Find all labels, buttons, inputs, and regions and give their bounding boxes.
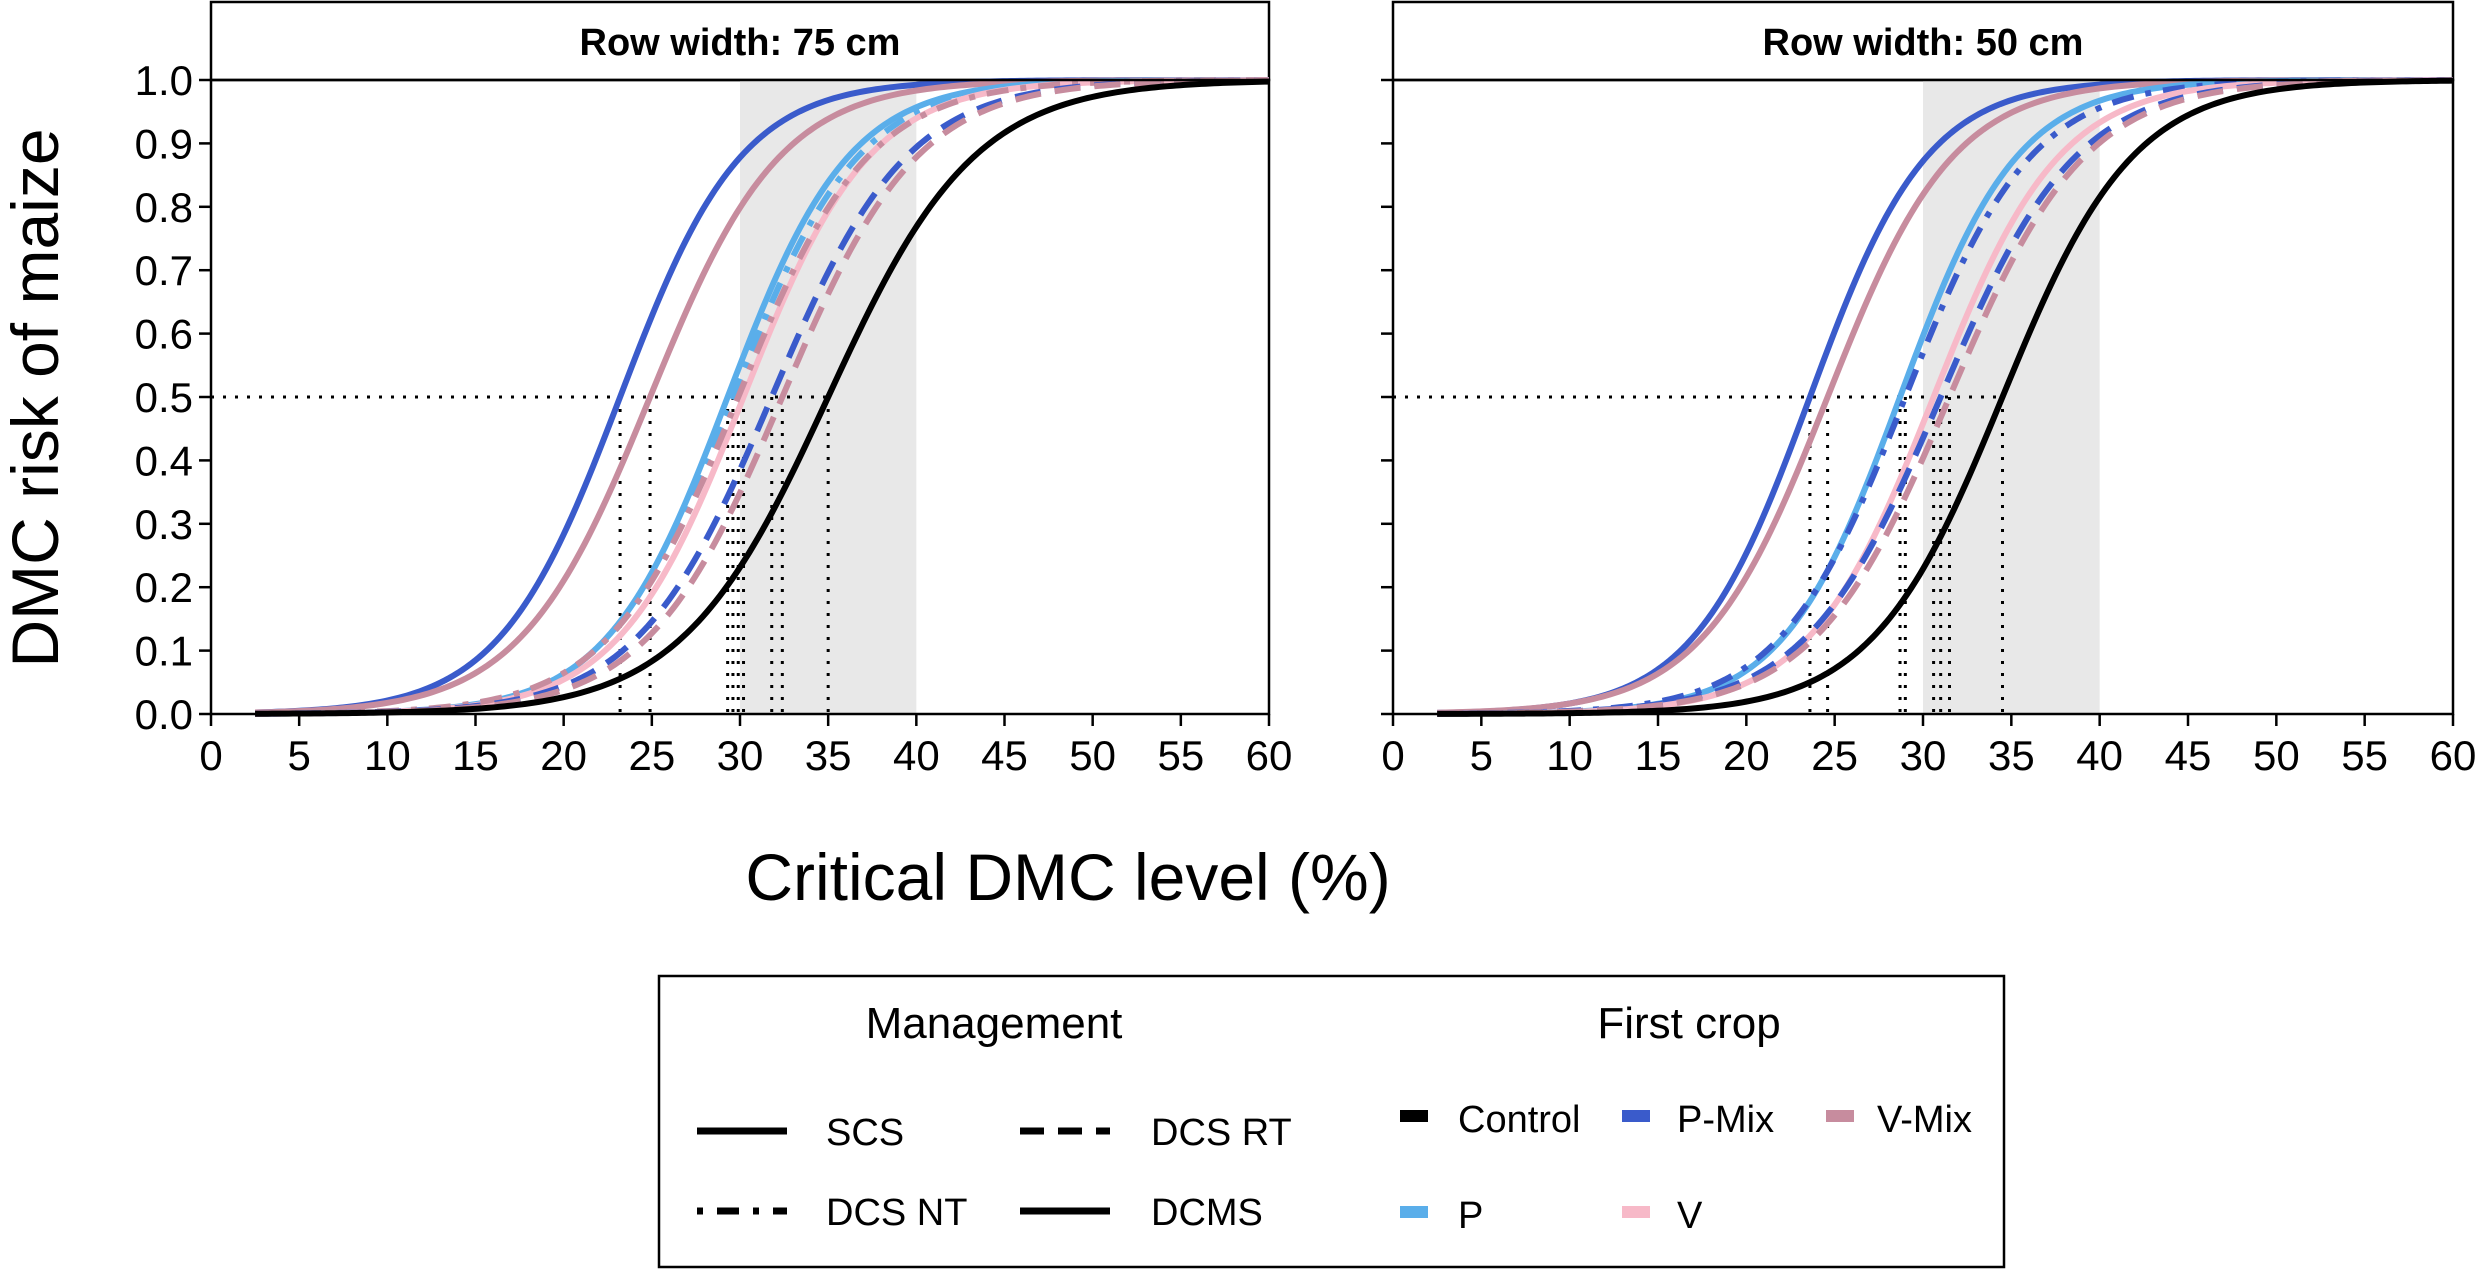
series-line-control-scs (255, 78, 1270, 717)
x-tick-label: 25 (1811, 732, 1858, 779)
legend-label-v: V (1677, 1195, 1703, 1237)
legend-label-dcms: DCMS (1151, 1192, 1263, 1234)
x-tick-label: 45 (2165, 732, 2212, 779)
x-tick-label: 0 (199, 732, 222, 779)
y-tick-label: 0.1 (135, 628, 193, 675)
x-tick-label: 50 (1069, 732, 1116, 779)
series-line-control-scs (1437, 77, 2454, 717)
y-tick-label: 0.2 (135, 564, 193, 611)
legend-label-v-mix: V-Mix (1877, 1099, 1972, 1141)
legend-label-dcs-rt: DCS RT (1151, 1112, 1292, 1154)
legend-key-p-mix (1622, 1110, 1650, 1122)
legend-key-v (1622, 1206, 1650, 1218)
legend-management-title: Management (866, 999, 1123, 1048)
x-tick-label: 15 (1635, 732, 1682, 779)
x-axis-title: Critical DMC level (%) (745, 840, 1390, 914)
x-tick-label: 30 (1900, 732, 1947, 779)
x-tick-label: 60 (2430, 732, 2477, 779)
x-tick-label: 10 (1546, 732, 1593, 779)
y-tick-label: 1.0 (135, 57, 193, 104)
legend-label-control: Control (1458, 1099, 1581, 1141)
x-tick-label: 15 (452, 732, 499, 779)
plot-area: 0 5 10 15 20 25 30 35 40 45 50 55 60 0.0 0.1 0.2 0.3 0.4 0… (135, 57, 1293, 779)
x-tick-label: 50 (2253, 732, 2300, 779)
x-tick-label: 20 (1723, 732, 1770, 779)
x-tick-label: 45 (981, 732, 1028, 779)
y-tick-label: 0.4 (135, 437, 193, 484)
legend-label-dcs-nt: DCS NT (826, 1192, 967, 1234)
x-tick-label: 25 (628, 732, 675, 779)
x-tick-label: 55 (2341, 732, 2388, 779)
y-tick-label: 0.8 (135, 184, 193, 231)
y-axis-title: DMC risk of maize (0, 128, 72, 667)
panel-title: Row width: 50 cm (1763, 22, 2084, 64)
legend-label-p: P (1458, 1195, 1483, 1237)
legend-key-control (1400, 1110, 1428, 1122)
y-tick-label: 0.0 (135, 691, 193, 738)
y-tick-label: 0.7 (135, 247, 193, 294)
critical-range-band (1923, 80, 2100, 714)
legend-key-v-mix (1826, 1110, 1854, 1122)
x-tick-label: 35 (1988, 732, 2035, 779)
x-tick-label: 20 (540, 732, 587, 779)
y-tick-label: 0.9 (135, 120, 193, 167)
x-tick-label: 55 (1157, 732, 1204, 779)
x-tick-label: 60 (1246, 732, 1293, 779)
panel-strip (1391, 0, 2455, 82)
x-tick-label: 40 (893, 732, 940, 779)
legend: Management First crop SCS DCS RT DCS NT … (657, 974, 2006, 1269)
panel-strip (209, 0, 1271, 82)
legend-label-scs: SCS (826, 1112, 904, 1154)
x-tick-label: 0 (1381, 732, 1404, 779)
x-tick-label: 35 (805, 732, 852, 779)
legend-box (657, 974, 2006, 1269)
x-tick-label: 5 (1470, 732, 1493, 779)
legend-crop-title: First crop (1597, 999, 1780, 1048)
panel-row-width-75: Row width: 75 cm 0 5 10 15 20 25 30 35 40 45 50 55 6… (135, 0, 1293, 779)
panel-title: Row width: 75 cm (580, 22, 901, 64)
y-tick-label: 0.5 (135, 374, 193, 421)
plot-area: 0 5 10 15 20 25 30 35 40 45 50 55 60 (1381, 77, 2477, 779)
x-tick-label: 40 (2076, 732, 2123, 779)
y-tick-label: 0.3 (135, 501, 193, 548)
x-tick-label: 10 (364, 732, 411, 779)
x-tick-label: 5 (287, 732, 310, 779)
panel-row-width-50: Row width: 50 cm 0 5 10 15 20 25 30 35 40 45 50 55 6… (1381, 0, 2477, 779)
legend-key-p (1400, 1206, 1428, 1218)
y-tick-label: 0.6 (135, 311, 193, 358)
legend-label-p-mix: P-Mix (1677, 1099, 1774, 1141)
x-tick-label: 30 (717, 732, 764, 779)
